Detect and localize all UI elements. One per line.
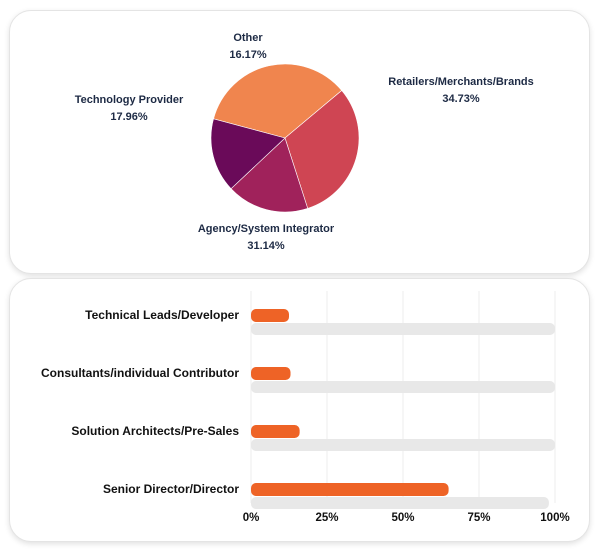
pie-slice-agency-system-integrator[interactable] [284,90,360,209]
bar-chart-card: Technical Leads/Developer Consultants/ind… [9,278,590,542]
x-tick-label: 25% [315,512,338,524]
x-tick-label: 50% [391,512,414,524]
bar-consultants-individual-contributor[interactable] [251,367,291,380]
category-label: Consultants/individual Contributor [41,366,239,380]
bar-track [251,497,549,509]
x-tick-label: 75% [467,512,490,524]
pie-label: Retailers/Merchants/Brands [388,76,534,88]
pie-label: Other [233,32,263,44]
pie-chart-card: Retailers/Merchants/Brands 34.73% Agency/S… [9,10,590,274]
x-tick-label: 0% [243,512,260,524]
bar-technical-leads-developer[interactable] [251,309,289,322]
pie-chart: Retailers/Merchants/Brands 34.73% Agency/S… [75,32,534,252]
pie-label: Agency/System Integrator [198,223,335,235]
bar-chart: Technical Leads/Developer Consultants/ind… [41,291,570,524]
pie-value-label: 17.96% [110,111,148,123]
pie-slice-retailers-merchants-brands[interactable] [213,63,343,139]
pie-value-label: 16.17% [229,49,267,61]
category-label: Senior Director/Director [103,482,239,496]
category-label: Solution Architects/Pre-Sales [71,424,239,438]
pie-label: Technology Provider [75,94,184,106]
bar-track [251,323,555,335]
pie-value-label: 34.73% [442,93,480,105]
bar-track [251,381,555,393]
bar-track [251,439,555,451]
x-tick-label: 100% [540,512,569,524]
category-label: Technical Leads/Developer [85,308,239,322]
pie-slice-technology-provider[interactable] [230,137,309,213]
bar-senior-director-director[interactable] [251,483,449,496]
pie-slice-other[interactable] [210,118,286,190]
bar-solution-architects-pre-sales[interactable] [251,425,300,438]
pie-value-label: 31.14% [247,240,285,252]
